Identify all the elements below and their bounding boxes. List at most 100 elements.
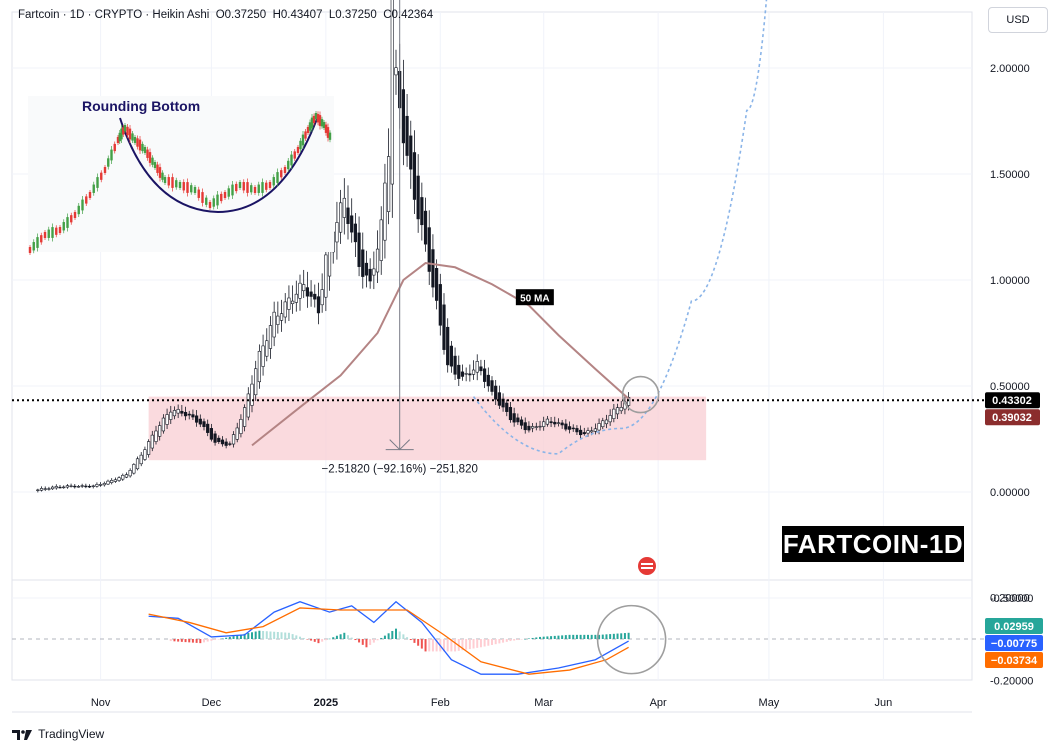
symbol-header[interactable]: Fartcoin · 1D · CRYPTO · Heikin Ashi O0.… [18,9,433,21]
macd-histogram-bar [217,639,220,640]
close-value: C0.42364 [383,9,434,21]
inset-candle-body [178,182,182,188]
macd-histogram-bar [210,639,213,641]
inset-candle-body [36,237,39,248]
current-price-tag [985,392,1040,409]
macd-histogram-bar [273,631,276,639]
candle-body [460,371,465,377]
highlight-circle [621,375,660,414]
macd-histogram-bar [295,635,298,639]
macd-histogram-bar [594,634,597,639]
inset-candle-body [161,172,164,180]
macd-histogram-bar [524,639,527,640]
macd-histogram-bar [243,633,246,639]
macd-tick-label: 0.20000 [990,593,1030,605]
candle-body [87,485,92,488]
ma50-line [251,261,630,447]
candle-body [224,441,228,446]
macd-histogram-bar [546,636,549,639]
candle-body [220,439,225,445]
inset-candle-body [320,119,324,127]
inset-candle-body [324,124,328,133]
inset-candle-body [58,227,62,233]
candle-body [272,311,276,338]
inset-candle-body [253,187,257,193]
candle-body [464,373,468,375]
inset-candle-body [171,177,174,188]
price-axis[interactable]: 4.000003.500003.000002.500002.000001.500… [990,0,1033,605]
macd-histogram-bar [461,639,464,651]
candle-body [150,434,154,449]
candle-body [387,156,391,212]
candle-body [287,297,291,310]
macd-histogram-bar [380,637,383,639]
inset-candle-body [122,127,125,135]
inset-candle-body [126,126,129,136]
macd-value-tag [985,634,1043,651]
candle-body [479,366,483,372]
macd-histogram-bar [239,634,242,639]
inset-candle-body [47,229,50,238]
inset-candle-body [197,189,200,198]
macd-histogram-bar [321,639,324,642]
tradingview-brand[interactable]: TradingView [12,727,104,741]
macd-histogram-bar [516,639,519,641]
inset-candle-body [283,167,287,173]
inset-candle-body [265,182,268,190]
candle-body [158,425,162,437]
inset-candle-body [66,217,69,228]
open-value: O0.37250 [215,9,267,21]
inset-candle-body [153,162,157,168]
candle-body [239,419,243,434]
candle-body [420,197,424,226]
macd-histogram-bar [350,637,353,639]
candle-body [180,410,184,414]
inset-candle-body [304,131,307,139]
macd-histogram-bar [169,639,172,642]
candle-body [243,407,247,427]
candle-body [117,477,121,481]
macd-histogram-bar [276,632,279,639]
candle-body [405,115,409,156]
candle-body [231,434,236,445]
macd-histogram-bar [494,639,497,645]
measure-arrow [389,439,411,451]
inset-candle-body [238,182,242,188]
candle-body [483,368,487,382]
candle-body [567,426,572,430]
inset-candle-body [261,182,264,193]
candle-body [612,408,616,419]
macd-histogram-bar [347,635,349,639]
macd-histogram-bar [335,635,338,639]
candle-body [553,421,557,425]
symbol-badge: FARTCOIN-1D [782,526,964,562]
inset-candle-body [146,149,149,158]
macd-histogram-bar [372,639,375,643]
inset-candle-body [314,113,318,119]
candle-body [202,421,206,427]
macd-histogram-bar [601,634,604,639]
candle-body [423,210,428,245]
candle-body [449,345,453,367]
macd-histogram-bar [575,634,578,639]
candle-body [279,313,284,321]
currency-button[interactable]: USD [988,7,1048,33]
time-tick-label: 2025 [314,697,338,709]
macd-histogram-bar [343,632,346,639]
candle-body [191,414,195,418]
inset-candle-body [158,167,162,178]
macd-histogram-bar [417,639,420,646]
macd-histogram-bar [402,634,405,639]
low-value: L0.37250 [328,9,377,21]
macd-histogram-bar [199,639,202,644]
inset-candle-body [118,132,121,142]
macd-histogram-bar [605,634,608,639]
time-axis[interactable]: Nov Dec 2025 Feb Mar Apr May Jun [91,697,892,709]
inset-candle-body [250,185,253,193]
candle-body [99,484,103,486]
candle-body [593,428,597,432]
inset-candle-body [306,127,310,133]
candle-body [597,423,601,431]
inset-candle-body [257,184,260,193]
